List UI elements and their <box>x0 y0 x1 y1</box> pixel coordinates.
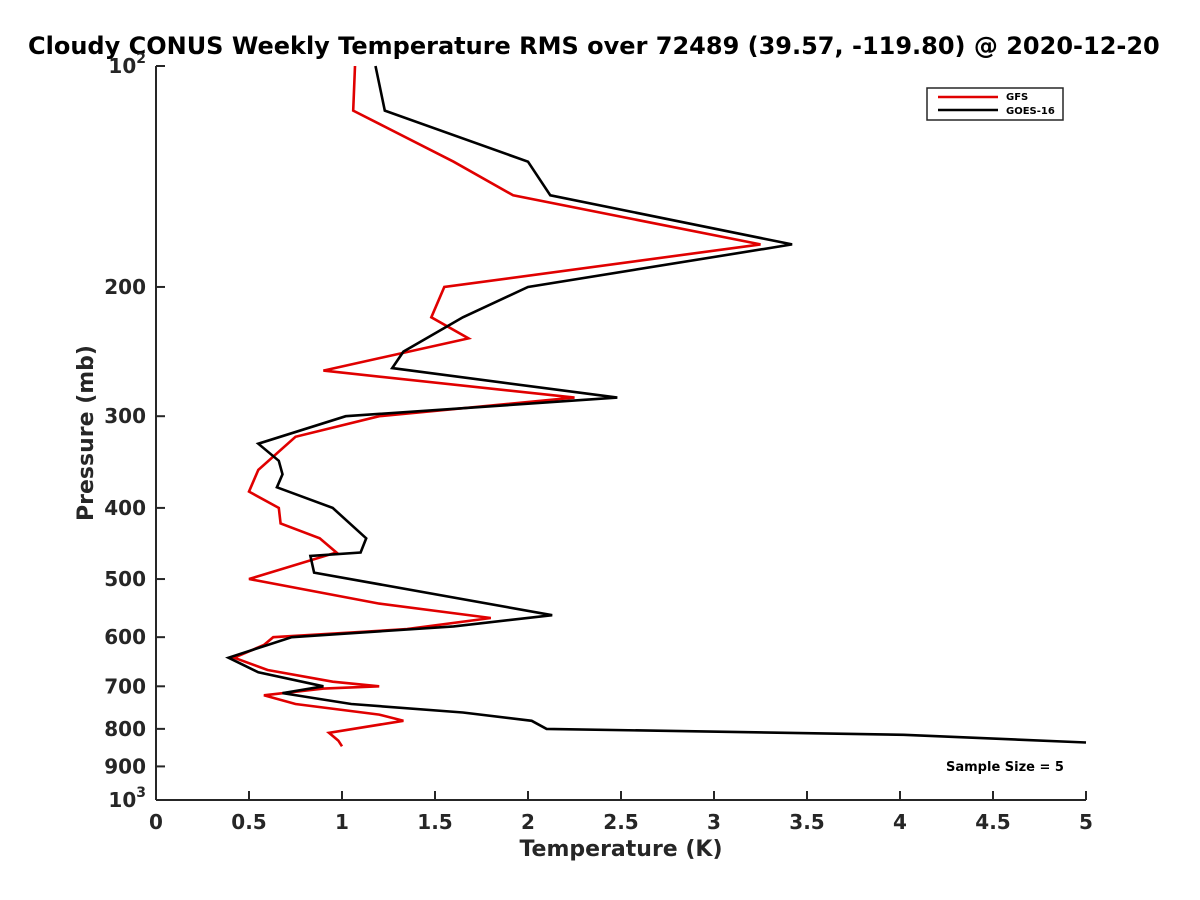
x-tick-label: 2.5 <box>603 810 638 834</box>
x-tick-label: 4.5 <box>975 810 1010 834</box>
legend-label-goes16: GOES-16 <box>1006 106 1055 117</box>
x-tick-label: 3.5 <box>789 810 824 834</box>
x-axis-ticks: 0 0.5 1 1.5 2 2.5 3 3.5 4 4.5 5 <box>149 791 1093 834</box>
x-tick-label: 4 <box>893 810 907 834</box>
sample-size-annotation: Sample Size = 5 <box>946 760 1064 775</box>
y-tick-label: 700 <box>104 674 146 698</box>
y-tick-label: 400 <box>104 496 146 520</box>
y-tick-label-exponent: 2 <box>136 51 146 67</box>
y-tick-label: 300 <box>104 404 146 428</box>
legend: GFS GOES-16 <box>926 87 1064 121</box>
y-tick-label: 102 <box>108 51 146 78</box>
x-tick-label: 3 <box>707 810 721 834</box>
x-axis-label: Temperature (K) <box>519 837 722 862</box>
y-tick-label: 103 <box>108 785 146 812</box>
legend-label-gfs: GFS <box>1006 92 1028 103</box>
y-axis-label: Pressure (mb) <box>74 345 99 521</box>
y-tick-label-base: 10 <box>108 788 136 812</box>
chart-title: Cloudy CONUS Weekly Temperature RMS over… <box>28 32 1160 60</box>
y-tick-label: 500 <box>104 567 146 591</box>
x-tick-label: 5 <box>1079 810 1093 834</box>
y-tick-label-base: 10 <box>108 54 136 78</box>
x-tick-label: 1 <box>335 810 349 834</box>
x-tick-label: 2 <box>521 810 535 834</box>
series-layer <box>225 65 1087 748</box>
legend-box <box>926 87 1064 121</box>
x-tick-label: 0 <box>149 810 163 834</box>
x-tick-label: 1.5 <box>417 810 452 834</box>
y-tick-label: 800 <box>104 717 146 741</box>
y-tick-label: 600 <box>104 625 146 649</box>
y-tick-label: 900 <box>104 754 146 778</box>
series-line-goes16 <box>225 65 1087 744</box>
series-line-gfs <box>230 65 761 748</box>
x-tick-label: 0.5 <box>231 810 266 834</box>
y-tick-label: 200 <box>104 275 146 299</box>
y-tick-label-exponent: 3 <box>136 785 146 801</box>
